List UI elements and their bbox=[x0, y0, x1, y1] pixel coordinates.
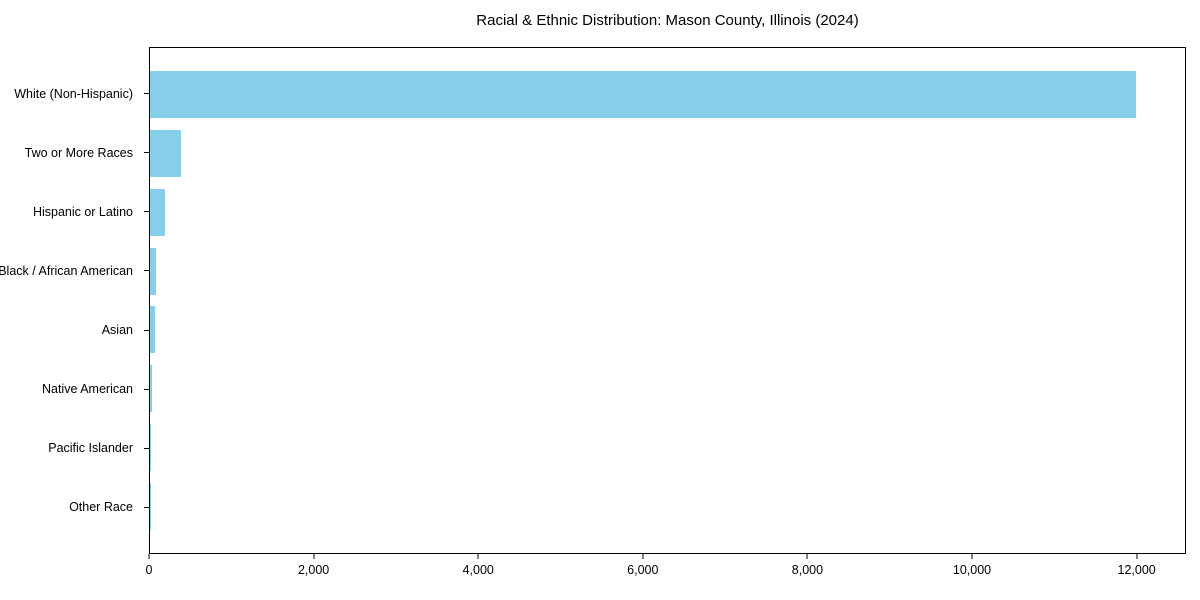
bar-hispanic-or-latino bbox=[150, 188, 166, 236]
y-label-native-american: Native American bbox=[41, 382, 133, 397]
x-tick-mark bbox=[806, 554, 808, 559]
x-tick-mark bbox=[642, 554, 644, 559]
y-label-black-african-american: Black / African American bbox=[0, 263, 133, 278]
y-label-two-or-more-races: Two or More Races bbox=[24, 145, 133, 160]
y-tick-mark bbox=[144, 506, 149, 508]
y-tick-mark bbox=[144, 152, 149, 154]
y-axis-ticks bbox=[144, 47, 149, 554]
x-tick-label-0: 0 bbox=[145, 563, 153, 577]
y-label-asian: Asian bbox=[101, 323, 133, 338]
x-tick-mark bbox=[313, 554, 315, 559]
y-label-other-race: Other Race bbox=[69, 500, 133, 515]
y-tick-mark bbox=[144, 329, 149, 331]
x-tick-label-2000: 2,000 bbox=[297, 563, 330, 577]
y-tick-mark bbox=[144, 270, 149, 272]
y-label-hispanic-or-latino: Hispanic or Latino bbox=[32, 204, 133, 219]
bar-asian bbox=[150, 306, 155, 354]
x-tick-label-8000: 8,000 bbox=[791, 563, 824, 577]
x-tick-mark bbox=[971, 554, 973, 559]
x-tick-label-10000: 10,000 bbox=[952, 563, 992, 577]
chart-title: Racial & Ethnic Distribution: Mason Coun… bbox=[476, 12, 859, 29]
x-tick-label-12000: 12,000 bbox=[1117, 563, 1156, 577]
y-tick-mark bbox=[144, 447, 149, 449]
y-tick-mark bbox=[144, 93, 149, 95]
x-tick-label-6000: 6,000 bbox=[627, 563, 659, 577]
bar-black-african-american bbox=[150, 247, 157, 295]
y-axis-labels: White (Non-Hispanic) Two or More Races His… bbox=[0, 47, 141, 554]
bar-white-non-hispanic bbox=[150, 70, 1136, 119]
y-tick-mark bbox=[144, 211, 149, 213]
x-tick-label-4000: 4,000 bbox=[462, 563, 494, 577]
y-tick-mark bbox=[144, 388, 149, 390]
bar-two-or-more-races bbox=[150, 129, 182, 177]
y-label-pacific-islander: Pacific Islander bbox=[48, 441, 133, 456]
plot-area bbox=[149, 47, 1186, 554]
bar-native-american bbox=[150, 365, 153, 413]
x-tick-mark bbox=[148, 554, 150, 559]
x-tick-mark bbox=[1136, 554, 1138, 559]
y-label-white-non-hispanic: White (Non-Hispanic) bbox=[14, 86, 133, 101]
x-axis-ticks: 0 2,000 4,000 6,000 8,000 10,000 12,000 bbox=[145, 554, 1186, 590]
x-tick-mark bbox=[477, 554, 479, 559]
